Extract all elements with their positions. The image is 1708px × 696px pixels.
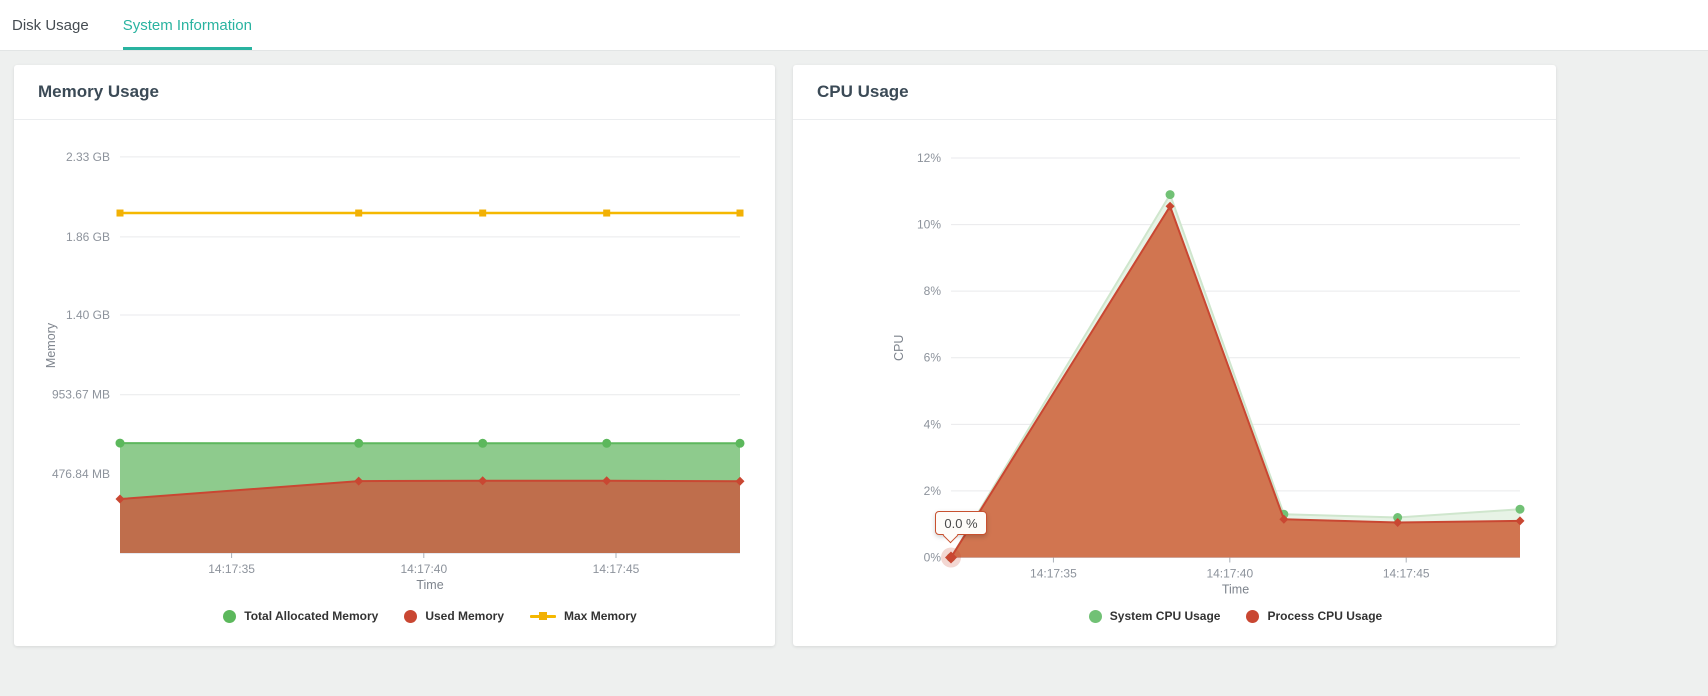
tooltip-value: 0.0 % — [944, 515, 978, 531]
cards-row: Memory Usage 2.33 GB 1.86 GB 1.40 GB 953.67… — [0, 51, 1708, 646]
data-point-marker[interactable] — [1393, 513, 1403, 523]
legend-item-total-allocated-memory[interactable]: Total Allocated Memory — [223, 609, 378, 623]
cpu-legend: System CPU Usage Process CPU Usage — [951, 609, 1520, 623]
data-point-marker[interactable] — [115, 438, 125, 448]
data-point-marker[interactable] — [1165, 201, 1175, 211]
highlighted-data-point[interactable] — [945, 551, 957, 564]
series-area — [951, 206, 1520, 558]
x-axis-title: Time — [416, 578, 443, 592]
data-point-marker[interactable] — [355, 209, 363, 217]
data-point-marker[interactable] — [736, 209, 744, 217]
legend-circle-icon — [404, 609, 418, 623]
data-point-marker[interactable] — [354, 438, 364, 448]
memory-legend: Total Allocated Memory Used Memory Max M… — [120, 609, 740, 623]
data-point-marker[interactable] — [1515, 516, 1525, 526]
data-point-marker[interactable] — [478, 476, 488, 486]
x-axis-tick-label: 14:17:40 — [400, 562, 447, 576]
tooltip: 0.0 % — [935, 511, 987, 543]
page-title-cpu: CPU Usage — [817, 82, 909, 101]
legend-item-label: Total Allocated Memory — [244, 609, 379, 623]
data-point-marker[interactable] — [1515, 504, 1525, 514]
y-axis-tick-label: 10% — [917, 218, 941, 232]
x-axis-tick-label: 14:17:45 — [593, 562, 640, 576]
x-axis-tick-label: 14:17:35 — [208, 562, 255, 576]
y-axis-tick-label: 953.67 MB — [52, 388, 110, 402]
data-point-marker[interactable] — [602, 476, 612, 486]
legend-item-label: Max Memory — [564, 609, 637, 623]
page-title-memory: Memory Usage — [38, 82, 159, 101]
cpu-chart-area: 12% 10% 8% 6% 4% 2% 0% 14:17:35 14:17:40 14:17:45… — [793, 120, 1556, 645]
legend-item-label: Used Memory — [425, 609, 505, 623]
tab-bar: Disk Usage System Information — [0, 0, 1708, 51]
y-axis-tick-label: 2.33 GB — [66, 150, 110, 164]
legend-line-icon — [530, 612, 557, 620]
legend-circle-icon — [1246, 609, 1260, 623]
memory-chart-svg: 2.33 GB 1.86 GB 1.40 GB 953.67 MB 476.84 MB 1… — [44, 150, 745, 592]
y-axis-tick-label: 476.84 MB — [52, 467, 110, 481]
tab-disk-usage[interactable]: Disk Usage — [12, 0, 89, 50]
memory-card-header: Memory Usage — [14, 65, 775, 120]
y-axis-tick-label: 1.86 GB — [66, 230, 110, 244]
y-axis-tick-label: 12% — [917, 151, 941, 165]
memory-chart-area: 2.33 GB 1.86 GB 1.40 GB 953.67 MB 476.84 MB 1… — [14, 120, 775, 645]
data-point-marker[interactable] — [479, 209, 487, 217]
cpu-usage-card: CPU Usage 12% 10% 8% 6% 4% 2% 0% 14:17:35 14:17:… — [793, 65, 1556, 646]
y-axis-tick-label: 2% — [924, 484, 942, 498]
tab-label: Disk Usage — [12, 16, 89, 34]
data-point-marker[interactable] — [1165, 190, 1175, 200]
y-axis-tick-label: 1.40 GB — [66, 308, 110, 322]
tab-label: System Information — [122, 16, 252, 34]
x-axis-tick-label: 14:17:45 — [1383, 567, 1430, 581]
data-point-marker[interactable] — [116, 209, 124, 217]
memory-usage-card: Memory Usage 2.33 GB 1.86 GB 1.40 GB 953.67… — [14, 65, 775, 646]
data-point-marker[interactable] — [115, 494, 125, 504]
data-point-marker[interactable] — [602, 438, 612, 448]
cpu-chart-svg: 12% 10% 8% 6% 4% 2% 0% 14:17:35 14:17:40 14:17:45… — [892, 151, 1525, 597]
legend-item-label: System CPU Usage — [1109, 609, 1221, 623]
data-point-marker[interactable] — [603, 209, 611, 217]
data-point-marker[interactable] — [1279, 514, 1289, 524]
cpu-card-header: CPU Usage — [793, 65, 1556, 120]
y-axis-tick-label: 6% — [924, 351, 942, 365]
y-axis-tick-label: 4% — [924, 417, 942, 431]
legend-item-label: Process CPU Usage — [1267, 609, 1383, 623]
series-area — [120, 480, 740, 553]
data-point-marker[interactable] — [735, 438, 745, 448]
legend-item-used-memory[interactable]: Used Memory — [404, 609, 504, 623]
y-axis-tick-label: 0% — [924, 551, 942, 565]
data-point-marker[interactable] — [735, 476, 745, 486]
data-point-marker[interactable] — [478, 438, 488, 448]
legend-item-max-memory[interactable]: Max Memory — [530, 609, 637, 623]
y-axis-title: Memory — [44, 322, 58, 368]
data-point-marker[interactable] — [1393, 518, 1403, 528]
tab-system-information[interactable]: System Information — [122, 0, 252, 50]
x-axis-tick-label: 14:17:40 — [1206, 567, 1253, 581]
x-axis-tick-label: 14:17:35 — [1030, 567, 1077, 581]
y-axis-tick-label: 8% — [924, 284, 942, 298]
legend-circle-icon — [223, 609, 237, 623]
legend-square-icon — [539, 612, 548, 620]
legend-circle-icon — [1088, 609, 1102, 623]
y-axis-title: CPU — [892, 335, 906, 361]
x-axis-title: Time — [1222, 583, 1249, 597]
data-point-marker[interactable] — [354, 476, 364, 486]
legend-item-system-cpu-usage[interactable]: System CPU Usage — [1088, 609, 1221, 623]
legend-item-process-cpu-usage[interactable]: Process CPU Usage — [1246, 609, 1382, 623]
